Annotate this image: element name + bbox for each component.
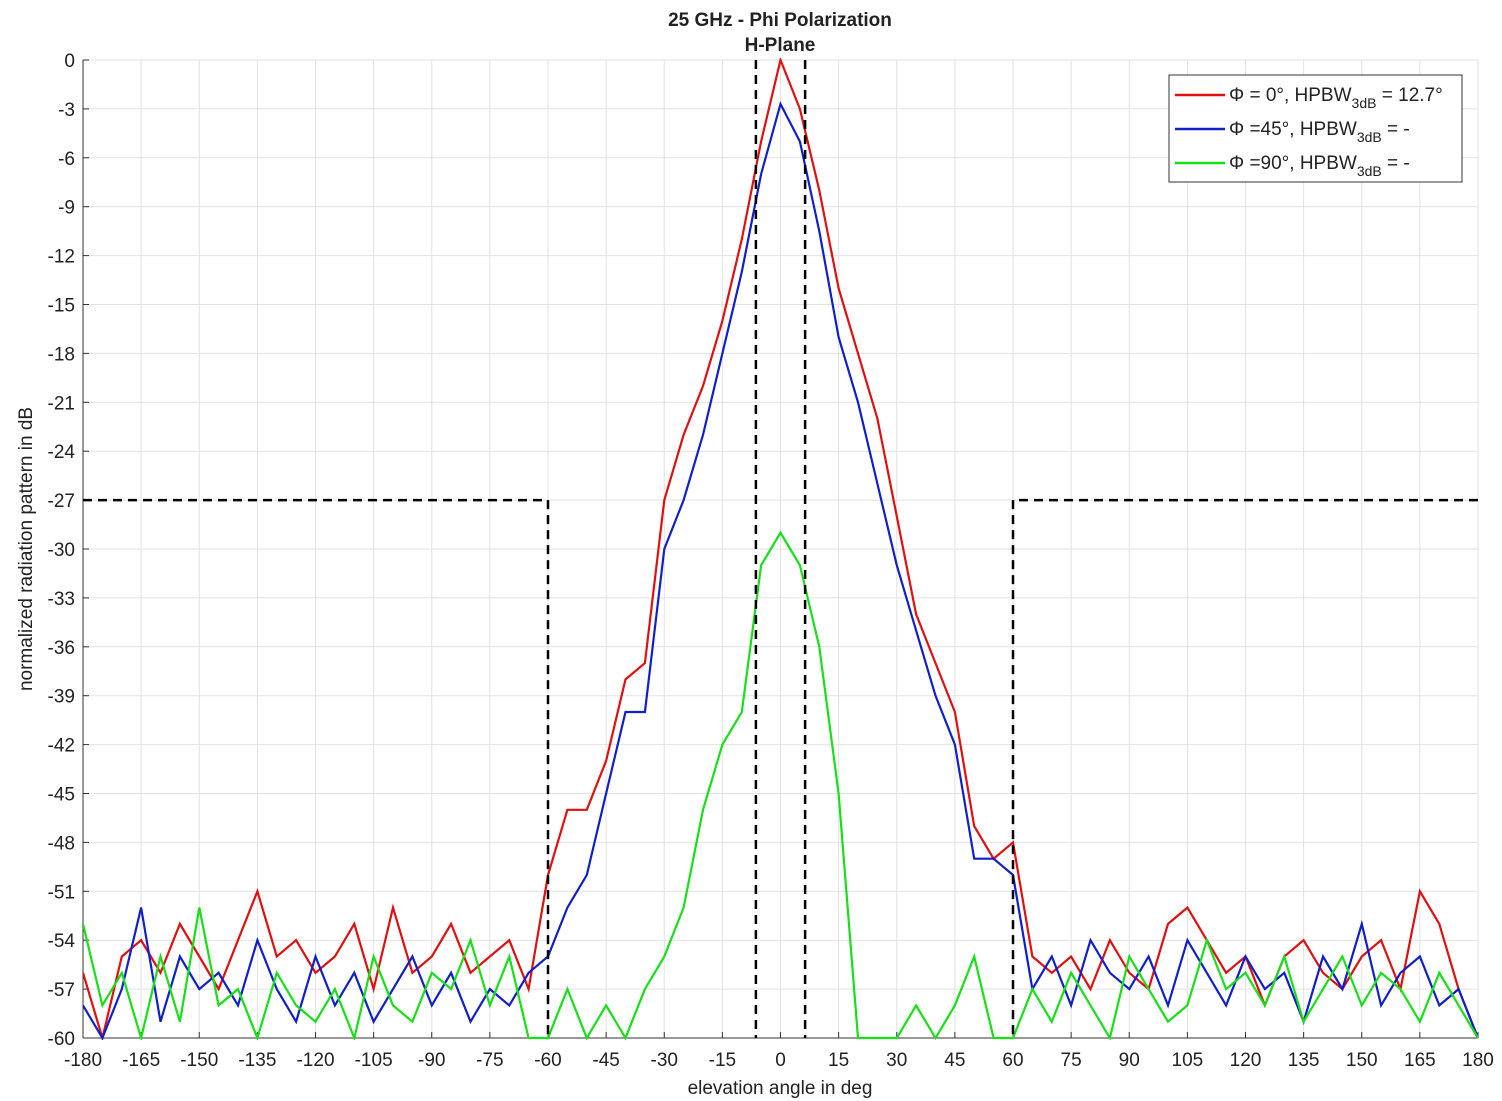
x-tick-label: -120 [296, 1050, 334, 1071]
x-tick-label: -135 [238, 1050, 276, 1071]
y-tick-label: -54 [48, 931, 76, 952]
x-tick-label: 0 [775, 1050, 786, 1071]
legend-sub: 3dB [1352, 95, 1377, 111]
legend-name: Φ = 0°, HPBW [1229, 85, 1352, 106]
y-tick-label: -18 [48, 344, 75, 365]
x-tick-label: -165 [122, 1050, 160, 1071]
legend-tail: = 12.7° [1376, 85, 1442, 106]
y-tick-label: -9 [58, 198, 75, 219]
x-tick-label: 45 [944, 1050, 965, 1071]
x-tick-label: 15 [828, 1050, 849, 1071]
chart-title: 25 GHz - Phi Polarization [668, 10, 892, 31]
x-axis-label: elevation angle in deg [688, 1078, 873, 1099]
x-tick-label: -75 [476, 1050, 503, 1071]
x-tick-label: 120 [1230, 1050, 1262, 1071]
chart-subtitle: H-Plane [745, 35, 816, 56]
legend-label: Φ = 0°, HPBW3dB = 12.7° [1229, 85, 1443, 111]
y-axis-label: normalized radiation pattern in dB [16, 407, 37, 691]
x-tick-label: -90 [418, 1050, 445, 1071]
x-tick-label: -150 [180, 1050, 218, 1071]
y-tick-label: -57 [48, 980, 75, 1001]
y-tick-label: -51 [48, 882, 75, 903]
y-tick-label: -15 [48, 296, 75, 317]
y-tick-label: -60 [48, 1029, 75, 1050]
y-tick-label: -39 [48, 687, 75, 708]
legend-name: Φ =90°, HPBW [1229, 153, 1357, 174]
x-tick-label: -45 [592, 1050, 619, 1071]
x-tick-label: 60 [1002, 1050, 1023, 1071]
x-tick-label: -180 [64, 1050, 102, 1071]
y-tick-label: -30 [48, 540, 75, 561]
x-tick-label: -15 [709, 1050, 736, 1071]
x-tick-label: 165 [1404, 1050, 1436, 1071]
x-tick-label: -60 [534, 1050, 561, 1071]
x-tick-label: 180 [1462, 1050, 1494, 1071]
mask-line [1011, 498, 1478, 1038]
legend-tail: = - [1382, 119, 1410, 140]
legend-sub: 3dB [1357, 129, 1382, 145]
series-line [83, 530, 1478, 1040]
x-tick-label: 105 [1172, 1050, 1204, 1071]
legend-label: Φ =45°, HPBW3dB = - [1229, 119, 1410, 145]
y-tick-label: -42 [48, 736, 75, 757]
legend-name: Φ =45°, HPBW [1229, 119, 1357, 140]
y-tick-label: -12 [48, 247, 75, 268]
y-tick-label: -6 [58, 149, 75, 170]
x-tick-label: 75 [1061, 1050, 1082, 1071]
y-tick-label: -3 [58, 100, 75, 121]
x-tick-label: 30 [886, 1050, 907, 1071]
legend-tail: = - [1382, 153, 1410, 174]
y-tick-label: -33 [48, 589, 75, 610]
mask-line [83, 498, 550, 1038]
y-tick-label: -27 [48, 491, 75, 512]
x-tick-label: 150 [1346, 1050, 1378, 1071]
x-tick-label: -30 [651, 1050, 678, 1071]
x-tick-label: -105 [355, 1050, 393, 1071]
y-tick-label: -48 [48, 833, 75, 854]
y-tick-label: -36 [48, 638, 75, 659]
y-tick-label: -24 [48, 442, 76, 463]
y-tick-label: 0 [64, 51, 75, 72]
x-tick-label: 90 [1119, 1050, 1140, 1071]
y-tick-label: -45 [48, 785, 75, 806]
x-tick-label: 135 [1288, 1050, 1320, 1071]
y-tick-label: -21 [48, 393, 75, 414]
legend-label: Φ =90°, HPBW3dB = - [1229, 153, 1410, 179]
legend-sub: 3dB [1357, 163, 1382, 179]
series-line [83, 101, 1478, 1040]
